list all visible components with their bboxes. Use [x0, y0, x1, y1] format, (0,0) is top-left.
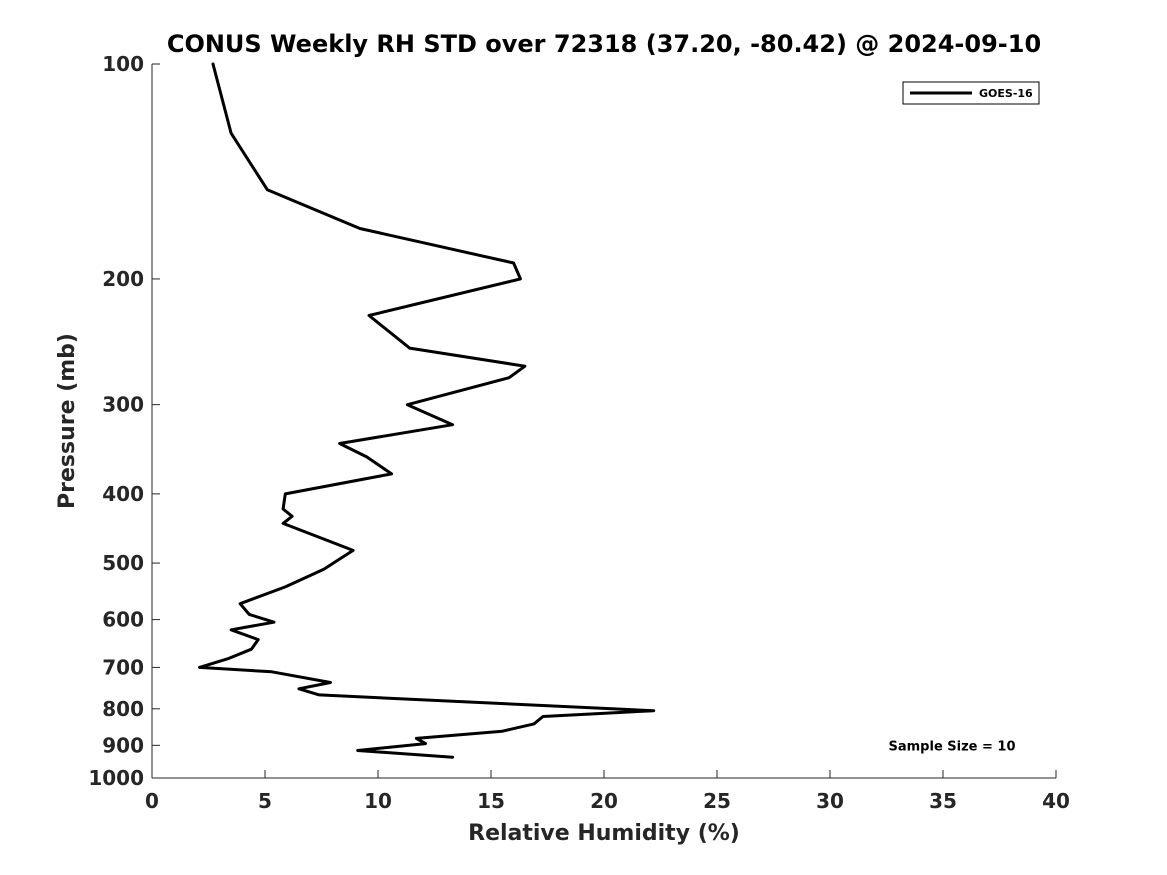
y-tick-label: 400	[102, 482, 144, 506]
x-axis-label: Relative Humidity (%)	[468, 821, 740, 846]
y-axis-label: Pressure (mb)	[55, 333, 80, 509]
y-tick-label: 1000	[88, 766, 144, 790]
legend-label-goes-16: GOES-16	[979, 87, 1033, 100]
x-tick-label: 15	[477, 789, 505, 813]
x-tick-label: 5	[258, 789, 272, 813]
x-tick-label: 40	[1042, 789, 1070, 813]
x-tick-label: 10	[364, 789, 392, 813]
sample-size-annotation: Sample Size = 10	[889, 739, 1016, 754]
y-tick-label: 300	[102, 393, 144, 417]
series-layer	[198, 62, 656, 759]
y-tick-label: 500	[102, 551, 144, 575]
chart-title: CONUS Weekly RH STD over 72318 (37.20, -…	[167, 30, 1041, 58]
y-tick-label: 800	[102, 697, 144, 721]
y-tick-label: 100	[102, 52, 144, 76]
x-tick-label: 35	[929, 789, 957, 813]
x-tick-label: 0	[145, 789, 159, 813]
y-axis-ticks: 100 200 300 400 500 600 700 800 900 1000	[88, 52, 160, 790]
y-tick-label: 600	[102, 608, 144, 632]
x-tick-label: 20	[590, 789, 618, 813]
y-tick-label: 900	[102, 733, 144, 757]
y-tick-label: 700	[102, 655, 144, 679]
x-axis-ticks: 0 5 10 15 20 25 30 35 40	[145, 770, 1070, 813]
y-tick-label: 200	[102, 267, 144, 291]
x-tick-label: 25	[703, 789, 731, 813]
series-line-goes-16	[198, 62, 656, 759]
legend: GOES-16	[902, 81, 1040, 105]
x-tick-label: 30	[816, 789, 844, 813]
plot-axes	[151, 64, 1056, 779]
